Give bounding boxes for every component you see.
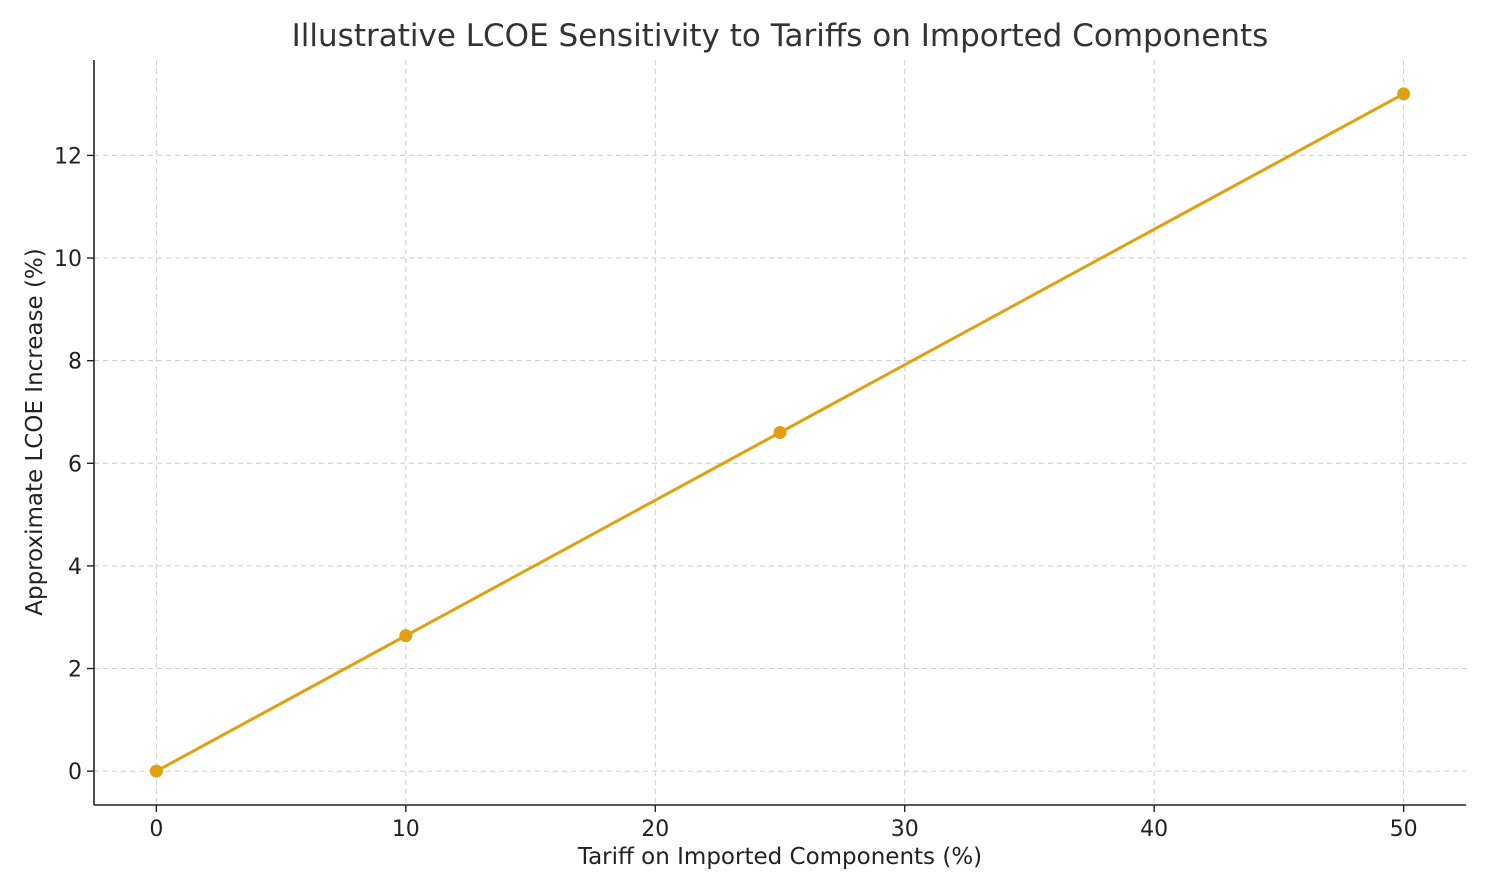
data-point — [149, 764, 163, 778]
x-tick-label: 50 — [1390, 817, 1418, 842]
y-tick-label: 2 — [68, 658, 82, 683]
y-tick-label: 8 — [68, 350, 82, 375]
y-tick-label: 10 — [54, 247, 82, 272]
x-axis-label: Tariff on Imported Components (%) — [577, 844, 982, 870]
data-point — [1397, 87, 1411, 101]
y-tick-label: 12 — [54, 144, 82, 169]
y-axis-label: Approximate LCOE Increase (%) — [22, 248, 48, 616]
series-layer — [149, 87, 1411, 778]
grid-lines — [94, 60, 1466, 805]
x-tick-label: 30 — [891, 817, 919, 842]
axes — [93, 60, 1466, 806]
data-point — [399, 629, 413, 643]
y-tick-label: 4 — [68, 555, 82, 580]
data-point — [773, 426, 787, 439]
series-line — [155, 92, 1405, 773]
tick-labels: 0 10 20 30 40 50 0 2 4 6 8 10 12 — [54, 144, 1418, 842]
chart-title: Illustrative LCOE Sensitivity to Tariffs… — [292, 18, 1269, 54]
x-tick-label: 40 — [1140, 817, 1168, 842]
x-tick-label: 20 — [641, 817, 669, 842]
y-tick-label: 6 — [68, 452, 82, 477]
x-tick-label: 10 — [392, 817, 420, 842]
y-tick-label: 0 — [68, 760, 82, 785]
x-tick-label: 0 — [149, 817, 163, 842]
